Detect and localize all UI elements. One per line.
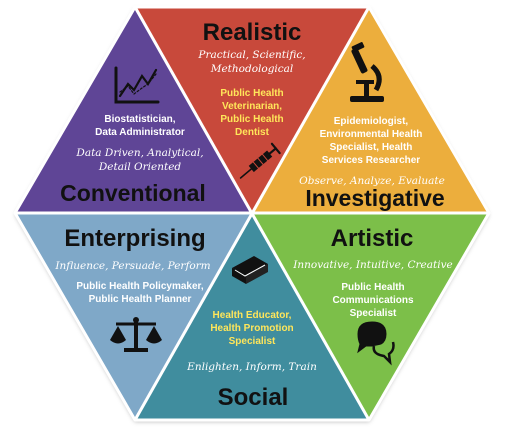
social-jobs-2: Health Promotion (210, 323, 293, 334)
scales-icon (110, 317, 162, 352)
artistic-jobs-1: Public Health (341, 282, 404, 293)
microscope-icon (350, 42, 384, 102)
enterprising-traits: Influence, Persuade, Perform (54, 260, 210, 272)
social-jobs-1: Health Educator, (213, 310, 292, 321)
investigative-jobs-1: Epidemiologist, (334, 116, 409, 127)
enterprising-jobs-2: Public Health Planner (89, 294, 192, 305)
conventional-traits-2: Detail Oriented (98, 161, 182, 173)
realistic-jobs-2: Veterinarian, (222, 101, 282, 112)
conventional-title: Conventional (60, 180, 206, 206)
enterprising-jobs-1: Public Health Policymaker, (76, 281, 203, 292)
wedge-borders (13, 5, 491, 422)
social-jobs-3: Specialist (229, 336, 276, 347)
hexagon-wedges (15, 7, 489, 420)
syringe-icon (239, 142, 281, 179)
wedge-enterprising (15, 213, 252, 420)
investigative-traits: Observe, Analyze, Evaluate (299, 175, 445, 187)
realistic-title: Realistic (203, 19, 302, 46)
artistic-jobs-3: Specialist (350, 308, 397, 319)
wedge-realistic (135, 7, 369, 213)
investigative-jobs-3: Specialist, Health (330, 142, 413, 153)
realistic-jobs-3: Public Health (220, 114, 283, 125)
investigative-jobs-4: Services Researcher (322, 155, 421, 166)
conventional-traits-1: Data Driven, Analytical, (75, 147, 203, 159)
realistic-jobs-4: Dentist (235, 127, 270, 138)
wedge-investigative (252, 7, 489, 213)
realistic-jobs-1: Public Health (220, 88, 283, 99)
enterprising-title: Enterprising (64, 225, 205, 252)
realistic-traits-1: Practical, Scientific, (197, 49, 305, 61)
book-icon (232, 256, 268, 284)
social-traits: Enlighten, Inform, Train (186, 361, 317, 373)
investigative-jobs-2: Environmental Health (320, 129, 423, 140)
realistic-traits-2: Methodological (210, 63, 294, 75)
investigative-title: Investigative (305, 185, 444, 211)
conventional-jobs-1: Biostatistician, (104, 114, 175, 125)
conventional-jobs-2: Data Administrator (95, 127, 185, 138)
artistic-title: Artistic (331, 225, 414, 252)
wedge-conventional (15, 7, 252, 213)
wedge-social (135, 213, 369, 420)
artistic-jobs-2: Communications (332, 295, 414, 306)
social-title: Social (218, 384, 289, 411)
speech-bubbles-icon (357, 321, 395, 366)
line-chart-icon (114, 66, 160, 104)
artistic-traits: Innovative, Intuitive, Creative (292, 259, 452, 271)
wedge-artistic (252, 213, 489, 420)
